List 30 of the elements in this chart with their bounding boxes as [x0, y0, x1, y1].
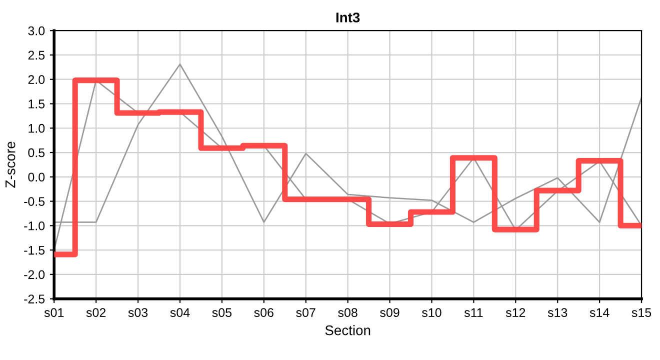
x-tick-label: s14 [590, 308, 610, 318]
y-axis-title: Z-score [6, 142, 16, 188]
y-tick-label: 1.5 [28, 100, 45, 108]
x-tick-label: s02 [86, 308, 106, 318]
y-tick-label: 1.0 [28, 124, 45, 133]
y-tick-label: -2.5 [24, 294, 45, 304]
x-tick-label: s01 [44, 308, 64, 318]
x-tick-label: s09 [380, 308, 400, 318]
x-tick-label: s05 [212, 308, 232, 318]
x-axis-title: Section [325, 325, 370, 336]
x-tick-label: s07 [296, 308, 316, 318]
y-tick-label: -2.0 [24, 270, 45, 280]
y-tick-label: 3.0 [28, 26, 45, 36]
y-tick-label: -1.0 [24, 221, 45, 230]
y-tick-label: -1.5 [24, 246, 45, 255]
y-tick-label: 2.5 [28, 50, 45, 60]
x-tick-label: s11 [464, 308, 483, 318]
x-tick-label: s13 [548, 308, 568, 318]
y-tick-label: -0.5 [24, 197, 45, 206]
x-tick-label: s08 [338, 308, 358, 318]
y-tick-label: 2.0 [28, 75, 45, 84]
x-tick-label: s10 [422, 308, 442, 318]
chart-title: Int3 [336, 12, 360, 22]
x-tick-label: s03 [128, 308, 148, 318]
y-tick-label: 0.5 [28, 148, 45, 158]
x-tick-label: s15 [632, 308, 652, 318]
x-tick-label: s12 [506, 308, 526, 318]
x-tick-label: s06 [254, 308, 274, 318]
y-tick-label: 0.0 [28, 172, 45, 182]
x-tick-label: s04 [170, 308, 190, 318]
